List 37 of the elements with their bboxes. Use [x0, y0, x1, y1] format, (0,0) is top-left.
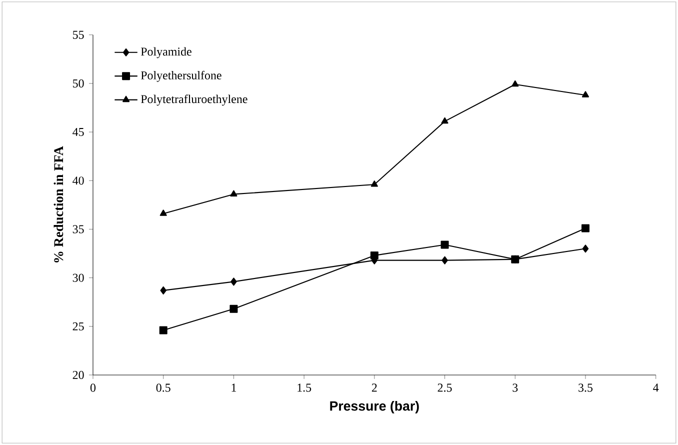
- x-tick-label: 3.5: [578, 384, 593, 392]
- x-tick-label: 2: [372, 384, 377, 392]
- y-tick-label: 50: [73, 79, 84, 88]
- y-tick-label: 40: [72, 176, 84, 185]
- point: [230, 278, 237, 286]
- point: [160, 286, 166, 294]
- point: [442, 256, 448, 264]
- y-axis-title: % Reduction in FFA: [54, 146, 64, 262]
- legend-label: Polytetrafluroethylene: [140, 94, 248, 106]
- x-tick-label: 1: [232, 384, 236, 392]
- x-axis-title: Pressure (bar): [330, 400, 419, 414]
- point: [581, 224, 590, 232]
- y-tick-label: 30: [72, 274, 84, 282]
- y-tick-label: 45: [72, 128, 84, 136]
- point: [440, 240, 449, 249]
- y-tick-label: 35: [72, 225, 84, 234]
- y-tick-label: 20: [72, 370, 84, 380]
- point: [159, 326, 168, 334]
- x-tick-label: 0: [90, 384, 96, 392]
- x-tick-label: 2.5: [438, 384, 452, 392]
- point: [370, 180, 378, 187]
- point: [582, 91, 590, 98]
- legend-label: Polyethersulfone: [140, 70, 222, 82]
- x-tick-label: 4: [653, 384, 659, 392]
- point: [230, 304, 238, 313]
- legend-label: Polyamide: [140, 47, 192, 58]
- x-tick-label: 0.5: [156, 384, 170, 392]
- point: [230, 190, 238, 196]
- point: [441, 117, 448, 124]
- y-tick-label: 25: [72, 322, 84, 330]
- point: [512, 80, 519, 87]
- x-tick-label: 1.5: [298, 384, 312, 392]
- y-tick-label: 55: [73, 30, 84, 39]
- x-tick-label: 3: [512, 384, 518, 392]
- point: [370, 251, 378, 260]
- point: [582, 244, 589, 253]
- point: [160, 210, 167, 216]
